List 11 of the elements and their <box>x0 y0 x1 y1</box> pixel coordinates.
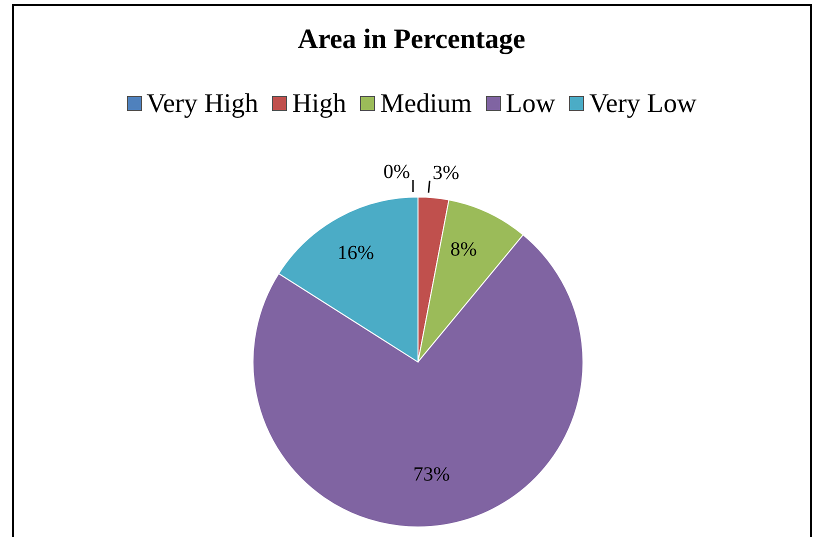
chart-title: Area in Percentage <box>296 24 526 56</box>
legend-label: Low <box>506 88 556 119</box>
legend-label: Very High <box>146 88 258 119</box>
legend-label: High <box>292 88 346 119</box>
data-label: 73% <box>413 463 450 486</box>
text: 0% <box>383 161 410 183</box>
legend-label: Very Low <box>589 88 696 119</box>
legend-label: Medium <box>380 88 472 119</box>
data-label: 16% <box>337 242 374 264</box>
data-label: 8% <box>450 238 477 261</box>
data-label: 3% <box>432 162 460 184</box>
